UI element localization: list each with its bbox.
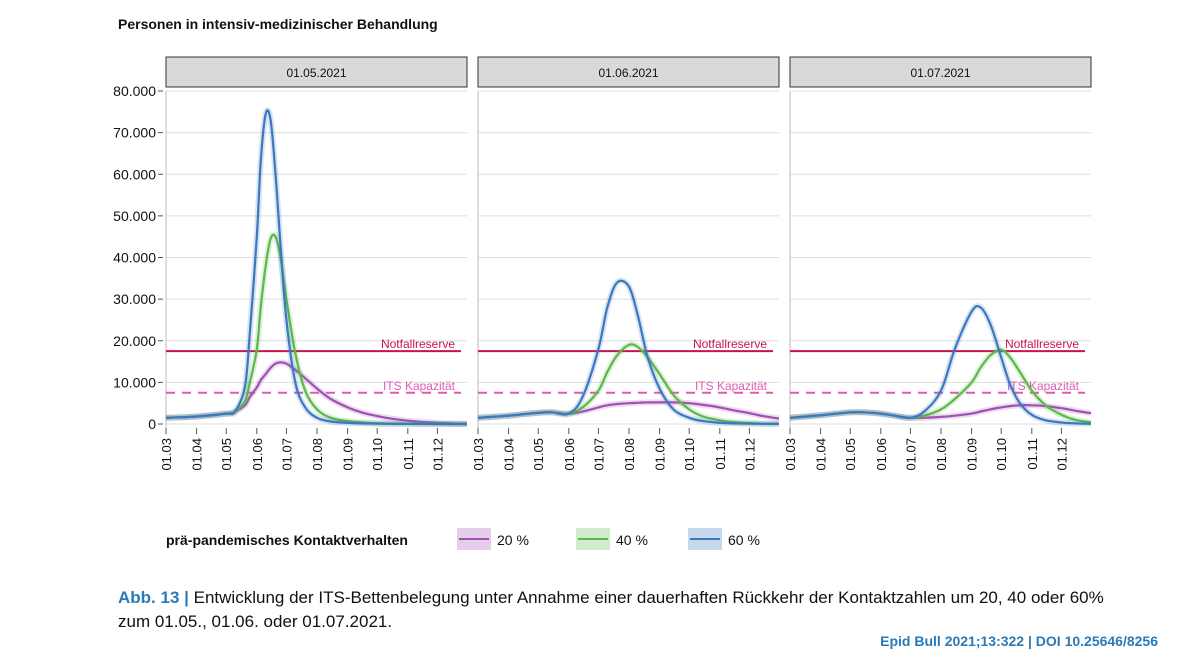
series-line-2 (165, 233, 467, 426)
legend-label: 20 % (497, 532, 529, 548)
y-tick-label: 20.000 (113, 333, 156, 349)
y-tick-label: 10.000 (113, 374, 156, 390)
facet-strip (477, 56, 780, 88)
x-tick-label: 01.03 (159, 438, 174, 471)
facet-strip (165, 56, 468, 88)
y-tick-label: 70.000 (113, 125, 156, 141)
x-tick-label: 01.12 (430, 438, 445, 471)
series-band-3 (165, 107, 467, 427)
x-tick-label: 01.06 (562, 438, 577, 471)
legend-title: prä-pandemisches Kontaktverhalten (166, 532, 408, 548)
its-kapazitaet-label: ITS Kapazität (695, 379, 768, 393)
notfallreserve-label: Notfallreserve (1005, 337, 1079, 351)
y-tick-label: 40.000 (113, 250, 156, 266)
x-tick-label: 01.09 (341, 438, 356, 471)
x-tick-label: 01.09 (653, 438, 668, 471)
x-tick-label: 01.08 (934, 438, 949, 471)
x-tick-label: 01.06 (874, 438, 889, 471)
facet-strip-label: 01.06.2021 (598, 66, 658, 80)
x-tick-label: 01.05 (843, 438, 858, 471)
x-tick-label: 01.03 (783, 438, 798, 471)
x-tick-label: 01.11 (401, 438, 416, 470)
facet-panel-1: 01.05.2021 01.03 01.04 01.05 01.06 01.07 01.08… (159, 56, 468, 471)
its-kapazitaet-label: ITS Kapazität (1007, 379, 1080, 393)
x-tick-label: 01.11 (713, 438, 728, 470)
x-tick-label: 01.10 (370, 438, 385, 471)
x-tick-label: 01.05 (219, 438, 234, 471)
x-tick-label: 01.08 (622, 438, 637, 471)
its-kapazitaet-label: ITS Kapazität (383, 379, 456, 393)
facet-strip (789, 56, 1092, 88)
caption-label: Abb. 13 (118, 588, 180, 607)
citation: Epid Bull 2021;13:322 | DOI 10.25646/825… (880, 633, 1158, 649)
facet-strip-label: 01.05.2021 (286, 66, 346, 80)
x-tick-label: 01.12 (1054, 438, 1069, 471)
x-tick-label: 01.08 (310, 438, 325, 471)
series-band-2 (165, 231, 467, 427)
y-tick-label: 80.000 (113, 83, 156, 99)
x-tick-label: 01.07 (279, 438, 294, 471)
legend-label: 60 % (728, 532, 760, 548)
x-tick-label: 01.03 (471, 438, 486, 471)
notfallreserve-label: Notfallreserve (381, 337, 455, 351)
x-tick-label: 01.04 (190, 438, 205, 471)
legend-label: 40 % (616, 532, 648, 548)
x-tick-label: 01.10 (994, 438, 1009, 471)
x-tick-label: 01.04 (502, 438, 517, 471)
x-tick-label: 01.05 (531, 438, 546, 471)
series-line-3 (789, 304, 1092, 425)
figure-caption: Abb. 13 | Entwicklung der ITS-Bettenbele… (118, 586, 1118, 634)
facet-panel-2: 01.06.2021 01.03 01.04 01.05 01.06 01.07 01.08… (471, 56, 780, 471)
chart-title: Personen in intensiv-medizinischer Behan… (118, 16, 438, 32)
y-tick-label: 60.000 (113, 166, 156, 182)
y-tick-label: 50.000 (113, 208, 156, 224)
caption-text: Entwicklung der ITS-Bettenbelegung unter… (118, 588, 1104, 631)
legend: prä-pandemisches Kontaktverhalten 20 % 40 … (166, 528, 760, 550)
notfallreserve-label: Notfallreserve (693, 337, 767, 351)
y-tick-label: 30.000 (113, 291, 156, 307)
x-tick-label: 01.10 (682, 438, 697, 471)
x-tick-label: 01.07 (591, 438, 606, 471)
x-tick-label: 01.07 (903, 438, 918, 471)
series-line-1 (165, 361, 468, 425)
series-line-3 (165, 109, 467, 426)
x-tick-label: 01.12 (742, 438, 757, 471)
series-line-3 (477, 279, 780, 425)
chart: 0 10.000 20.000 30.000 40.000 50.000 60.000 70.… (113, 56, 1092, 550)
caption-separator: | (184, 588, 189, 607)
facet-strip-label: 01.07.2021 (910, 66, 970, 80)
x-tick-label: 01.11 (1025, 438, 1040, 470)
x-tick-label: 01.04 (814, 438, 829, 471)
x-tick-label: 01.09 (965, 438, 980, 471)
x-tick-label: 01.06 (250, 438, 265, 471)
facet-panel-3: 01.07.2021 01.03 01.04 01.05 01.06 01.07 01.08… (783, 56, 1092, 471)
y-tick-label: 0 (148, 416, 156, 432)
